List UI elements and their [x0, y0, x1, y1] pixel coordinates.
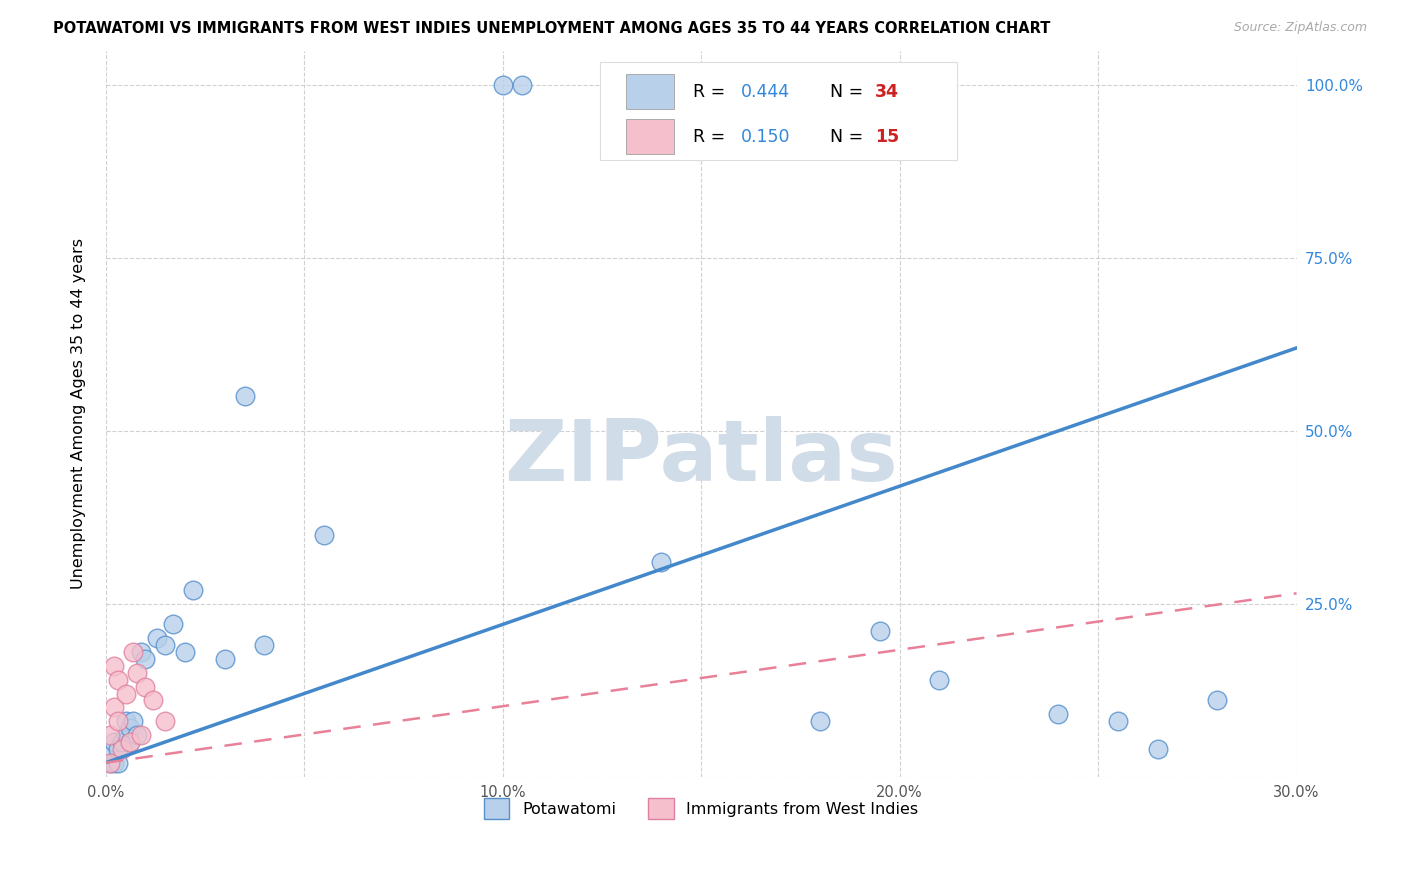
Point	[928, 673, 950, 687]
Legend: Potawatomi, Immigrants from West Indies: Potawatomi, Immigrants from West Indies	[475, 790, 927, 827]
Point	[1146, 742, 1168, 756]
Point	[114, 687, 136, 701]
Point	[808, 714, 831, 729]
Text: R =: R =	[693, 83, 731, 101]
Point	[869, 624, 891, 639]
Point	[107, 714, 129, 729]
Text: 34: 34	[875, 83, 898, 101]
Point	[155, 714, 177, 729]
Point	[491, 78, 513, 93]
Point	[103, 735, 125, 749]
Point	[103, 756, 125, 770]
Point	[162, 617, 184, 632]
Point	[181, 582, 204, 597]
Point	[253, 638, 276, 652]
Text: 0.150: 0.150	[741, 128, 790, 146]
Text: N =: N =	[830, 128, 869, 146]
Point	[512, 78, 534, 93]
Point	[107, 673, 129, 687]
Point	[107, 742, 129, 756]
Point	[134, 652, 156, 666]
Point	[114, 714, 136, 729]
Point	[103, 659, 125, 673]
Point	[127, 665, 149, 680]
Point	[146, 632, 169, 646]
Y-axis label: Unemployment Among Ages 35 to 44 years: Unemployment Among Ages 35 to 44 years	[72, 238, 86, 589]
Point	[107, 756, 129, 770]
Point	[1206, 693, 1229, 707]
Point	[233, 389, 256, 403]
Point	[131, 728, 153, 742]
Point	[118, 735, 141, 749]
Text: POTAWATOMI VS IMMIGRANTS FROM WEST INDIES UNEMPLOYMENT AMONG AGES 35 TO 44 YEARS: POTAWATOMI VS IMMIGRANTS FROM WEST INDIE…	[53, 21, 1050, 36]
Text: 0.444: 0.444	[741, 83, 790, 101]
Point	[114, 728, 136, 742]
Point	[131, 645, 153, 659]
Point	[127, 728, 149, 742]
Point	[1107, 714, 1129, 729]
Point	[1047, 707, 1070, 722]
Text: 15: 15	[875, 128, 900, 146]
Point	[122, 714, 145, 729]
FancyBboxPatch shape	[600, 62, 957, 160]
Point	[174, 645, 197, 659]
Text: ZIPatlas: ZIPatlas	[505, 416, 898, 499]
Text: Source: ZipAtlas.com: Source: ZipAtlas.com	[1233, 21, 1367, 34]
Point	[650, 555, 672, 569]
Point	[122, 645, 145, 659]
Point	[134, 680, 156, 694]
Point	[98, 728, 121, 742]
Point	[155, 638, 177, 652]
Text: R =: R =	[693, 128, 731, 146]
FancyBboxPatch shape	[626, 119, 673, 153]
Point	[312, 527, 335, 541]
Point	[98, 756, 121, 770]
Point	[98, 742, 121, 756]
Point	[98, 756, 121, 770]
Point	[103, 700, 125, 714]
Point	[110, 742, 132, 756]
Point	[110, 735, 132, 749]
Point	[214, 652, 236, 666]
Point	[118, 721, 141, 735]
Text: N =: N =	[830, 83, 869, 101]
FancyBboxPatch shape	[626, 74, 673, 109]
Point	[142, 693, 165, 707]
Point	[118, 735, 141, 749]
